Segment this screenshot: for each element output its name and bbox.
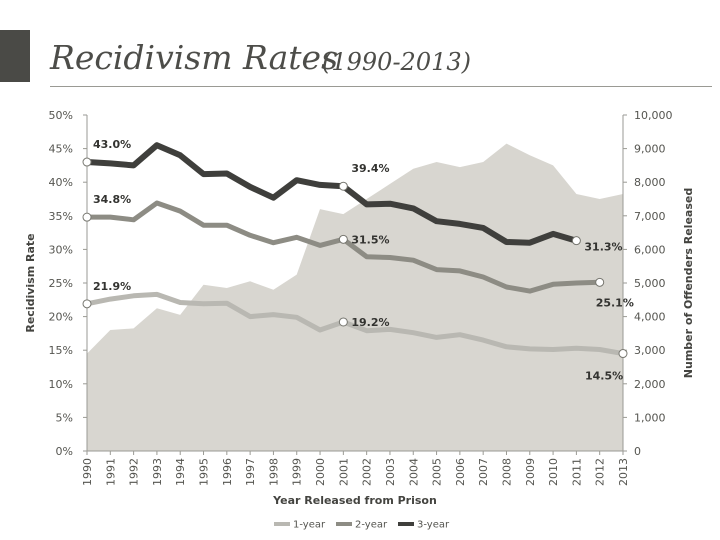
x-tick-label: 1996: [221, 458, 234, 486]
left-tick-label: 10%: [49, 378, 73, 391]
legend: 1-year 2-year 3-year: [274, 520, 450, 531]
axes-layer: 0% 5% 10% 15% 20% 25% 30% 35% 40% 45% 50% 0 1,000 2,0…: [24, 109, 695, 507]
legend-label: 2-year: [355, 520, 388, 531]
left-tick-label: 5%: [56, 411, 73, 424]
left-tick-label: 30%: [49, 243, 73, 256]
header-rule: [50, 86, 712, 87]
x-tick-label: 2008: [500, 458, 513, 486]
x-tick-label: 1991: [104, 458, 117, 486]
data-point-marker: [338, 181, 348, 191]
left-tick-label: 25%: [49, 277, 73, 290]
y-axis-title: Recidivism Rate: [24, 233, 37, 332]
data-label: 25.1%: [596, 296, 634, 309]
x-tick-label: 1997: [244, 458, 257, 486]
x-tick-label: 2006: [454, 458, 467, 486]
right-tick-label: 4,000: [634, 311, 666, 324]
series-line-3-year: [84, 142, 580, 246]
data-label: 31.3%: [584, 241, 622, 254]
x-tick-label: 2005: [431, 458, 444, 486]
right-tick-label: 3,000: [634, 344, 666, 357]
data-label: 43.0%: [93, 138, 131, 151]
data-point-marker: [595, 277, 605, 287]
page-title: Recidivism Rates: [50, 38, 339, 77]
right-tick-label: 9,000: [634, 143, 666, 156]
x-tick-label: 2002: [361, 458, 374, 486]
x-tick-label: 1990: [81, 458, 94, 486]
left-tick-label: 0%: [56, 445, 73, 458]
right-tick-label: 10,000: [634, 109, 673, 122]
x-tick-label: 1994: [174, 458, 187, 486]
x-tick-label: 2009: [524, 458, 537, 486]
x-tick-label: 2001: [337, 458, 350, 486]
data-point-marker: [82, 299, 92, 309]
left-tick-label: 15%: [49, 344, 73, 357]
right-tick-label: 1,000: [634, 411, 666, 424]
x-tick-label: 2003: [384, 458, 397, 486]
legend-label: 3-year: [417, 520, 450, 531]
right-tick-label: 6,000: [634, 243, 666, 256]
data-point-marker: [618, 349, 628, 359]
x-tick-label: 2012: [594, 458, 607, 486]
labels-layer: 21.9% 19.2% 14.5% 34.8% 31.5% 25.1% 43.0% 39.4%…: [82, 138, 634, 383]
y2-axis-title: Number of Offenders Released: [682, 188, 695, 378]
offenders-released-area: [87, 143, 623, 451]
x-tick-label: 1995: [198, 458, 211, 486]
x-tick-label: 1998: [267, 458, 280, 486]
right-tick-label: 8,000: [634, 176, 666, 189]
x-tick-label: 2000: [314, 458, 327, 486]
right-tick-label: 5,000: [634, 277, 666, 290]
data-label: 21.9%: [93, 280, 131, 293]
data-label: 31.5%: [351, 233, 389, 246]
legend-label: 1-year: [293, 520, 326, 531]
x-tick-label: 1999: [291, 458, 304, 486]
x-tick-label: 1992: [128, 458, 141, 486]
data-label: 39.4%: [351, 162, 389, 175]
x-tick-label: 1993: [151, 458, 164, 486]
x-tick-label: 2011: [570, 458, 583, 486]
right-tick-label: 0: [634, 445, 641, 458]
page-subtitle: (1990-2013): [322, 48, 471, 76]
series-line-1-year: [84, 291, 626, 357]
x-tick-label: 2010: [547, 458, 560, 486]
x-tick-label: 2004: [407, 458, 420, 486]
area-layer: [87, 143, 623, 451]
data-point-marker: [82, 157, 92, 167]
data-point-marker: [338, 234, 348, 244]
x-axis-title: Year Released from Prison: [272, 494, 437, 507]
data-label: 14.5%: [585, 370, 623, 383]
data-point-marker: [338, 317, 348, 327]
left-tick-label: 45%: [49, 143, 73, 156]
data-label: 34.8%: [93, 193, 131, 206]
data-label: 19.2%: [351, 316, 389, 329]
left-tick-label: 20%: [49, 311, 73, 324]
left-tick-label: 35%: [49, 210, 73, 223]
right-tick-label: 2,000: [634, 378, 666, 391]
x-tick-label: 2013: [617, 458, 630, 486]
left-tick-label: 40%: [49, 176, 73, 189]
data-point-marker: [82, 212, 92, 222]
left-tick-label: 50%: [49, 109, 73, 122]
title-accent-bar: [0, 30, 30, 82]
right-tick-label: 7,000: [634, 210, 666, 223]
x-tick-label: 2007: [477, 458, 490, 486]
data-point-marker: [571, 236, 581, 246]
